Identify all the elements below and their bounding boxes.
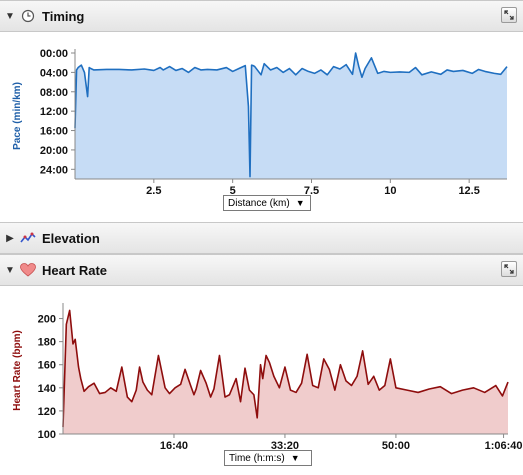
heart-rate-y-tick-label: 160 <box>38 360 56 372</box>
timing-chart-area: 00:00 04:00 08:00 12:00 16:00 20:00 24:00 2.5 5 7… <box>0 32 523 216</box>
chevron-down-icon: ▼ <box>295 198 305 208</box>
elevation-icon <box>20 230 36 246</box>
heart-rate-y-tick-label: 120 <box>38 406 56 418</box>
timing-chart: 00:00 04:00 08:00 12:00 16:00 20:00 24:00 2.5 5 7… <box>12 48 508 197</box>
timing-y-tick-label: 00:00 <box>40 48 68 60</box>
timing-panel-header[interactable]: ▼ Timing <box>0 0 523 32</box>
timing-x-tick-label: 5 <box>230 185 236 197</box>
timing-y-tick-label: 12:00 <box>40 106 68 118</box>
heart-rate-x-tick-label: 16:40 <box>160 440 188 452</box>
heart-rate-y-tick-label: 140 <box>38 383 56 395</box>
timing-x-tick-label: 2.5 <box>146 185 161 197</box>
heart-rate-y-axis-label: Heart Rate (bpm) <box>12 330 23 411</box>
timing-area-fill <box>75 53 507 179</box>
elevation-panel-header[interactable]: ▶ Elevation <box>0 222 523 254</box>
distance-dropdown-label: Distance (km) <box>228 197 290 209</box>
expand-heart-rate-icon[interactable] <box>501 261 517 277</box>
time-dropdown-label: Time (h:m:s) <box>229 452 285 464</box>
heart-rate-y-tick-label: 180 <box>38 337 56 349</box>
heart-rate-y-tick-label: 200 <box>38 314 56 326</box>
heart-rate-panel-title: Heart Rate <box>42 262 108 278</box>
chevron-down-icon: ▼ <box>290 453 300 463</box>
collapse-caret-icon[interactable]: ▼ <box>5 264 15 276</box>
heart-rate-panel-header[interactable]: ▼ Heart Rate <box>0 254 523 286</box>
expand-caret-icon[interactable]: ▶ <box>6 232 14 244</box>
clock-icon <box>20 8 36 24</box>
timing-y-tick-label: 16:00 <box>40 126 68 138</box>
heart-rate-y-tick-label: 100 <box>38 429 56 441</box>
heart-rate-x-tick-label: 50:00 <box>382 440 410 452</box>
timing-series-line <box>74 52 508 178</box>
elevation-panel-title: Elevation <box>42 230 100 246</box>
distance-dropdown[interactable]: Distance (km) ▼ <box>223 195 311 211</box>
collapse-caret-icon[interactable]: ▼ <box>5 10 15 22</box>
timing-x-tick-label: 10 <box>384 185 396 197</box>
heart-rate-chart-area: 100 120 140 160 180 200 16:40 33:20 50:00 1:06:40… <box>0 286 523 470</box>
heart-rate-x-tick-label: 33:20 <box>271 440 299 452</box>
timing-x-tick-label: 7.5 <box>304 185 319 197</box>
time-dropdown[interactable]: Time (h:m:s) ▼ <box>224 450 312 466</box>
expand-timing-icon[interactable] <box>501 7 517 23</box>
timing-y-axis-label: Pace (min/km) <box>12 82 23 150</box>
timing-x-tick-label: 12.5 <box>458 185 479 197</box>
timing-y-tick-label: 24:00 <box>40 164 68 176</box>
heart-rate-x-tick-label: 1:06:40 <box>485 440 523 452</box>
timing-panel-title: Timing <box>42 8 85 24</box>
heart-rate-chart: 100 120 140 160 180 200 16:40 33:20 50:00 1:06:40… <box>12 303 523 452</box>
timing-y-tick-label: 20:00 <box>40 145 68 157</box>
heart-rate-series-line <box>62 309 509 428</box>
timing-y-tick-label: 04:00 <box>40 67 68 79</box>
timing-y-tick-label: 08:00 <box>40 87 68 99</box>
heart-icon <box>20 262 36 278</box>
